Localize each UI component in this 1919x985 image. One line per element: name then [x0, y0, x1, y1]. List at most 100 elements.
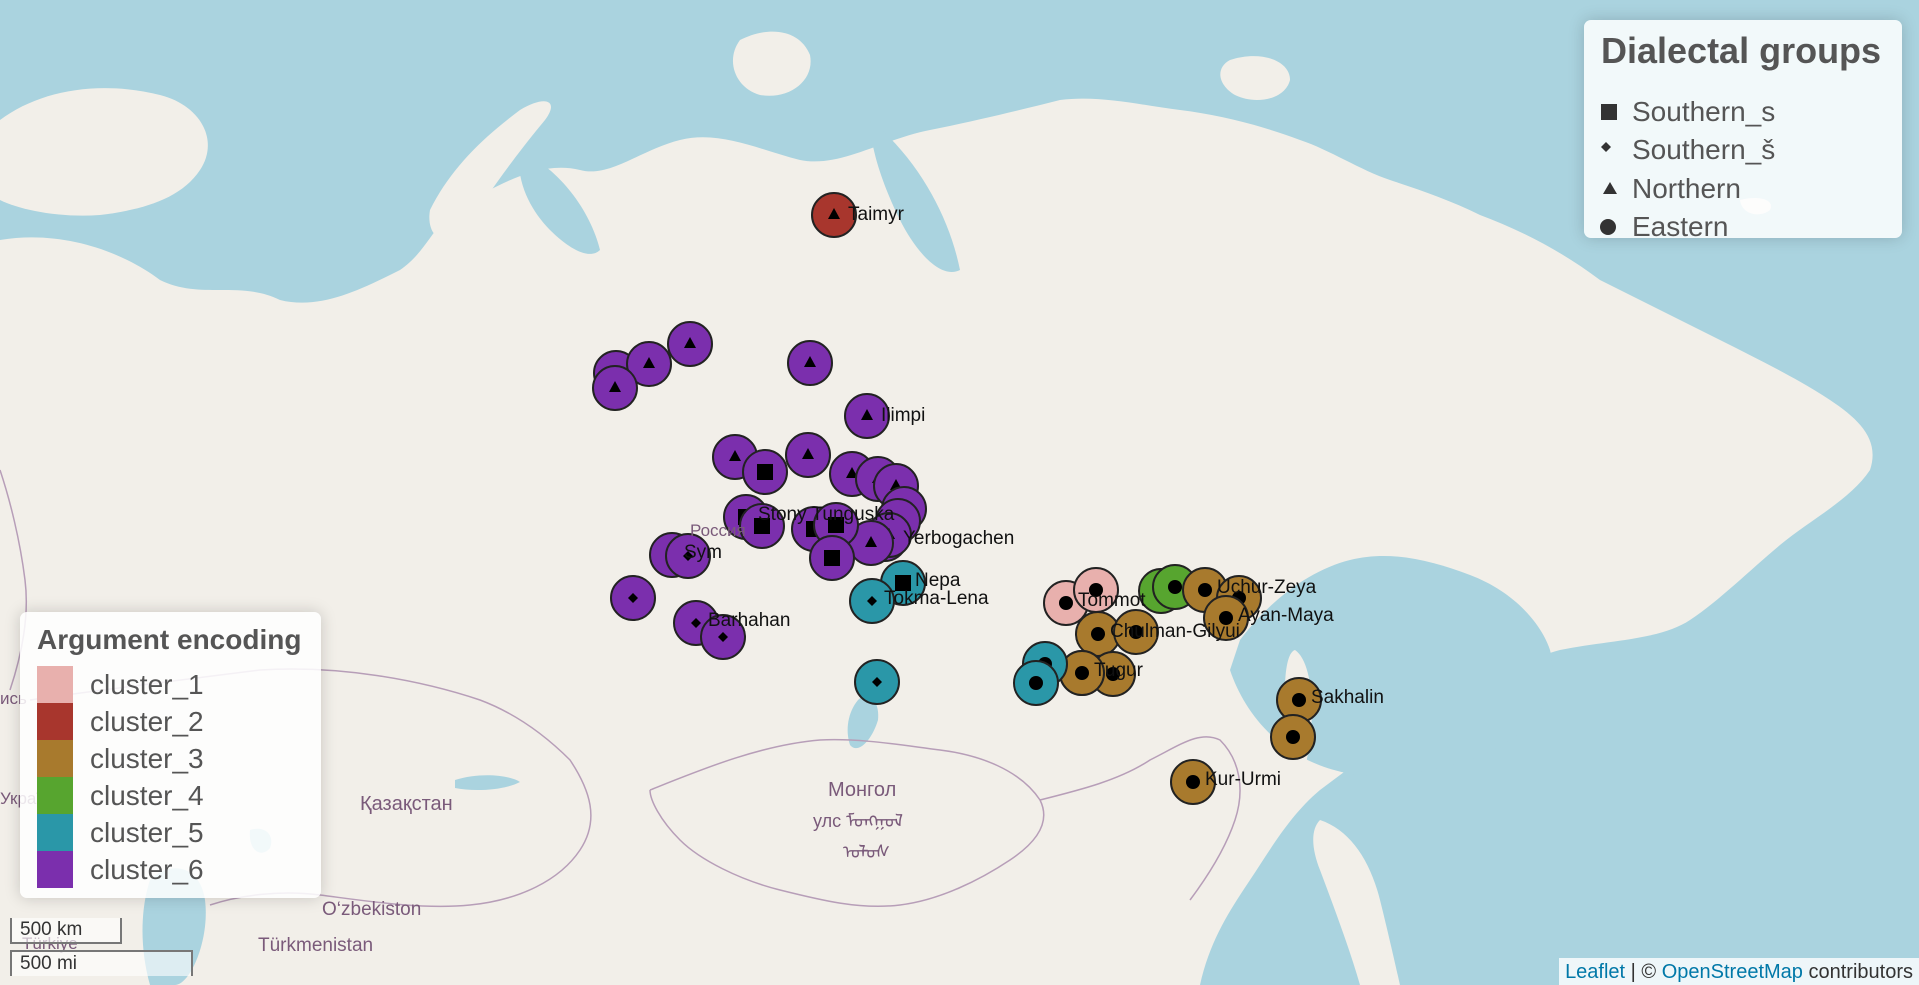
marker-label: Uchur-Zeya	[1217, 577, 1317, 598]
map-marker[interactable]	[854, 659, 900, 705]
marker-label: Nepa	[915, 570, 961, 591]
border-cn	[1039, 736, 1241, 901]
legend-encoding-label: cluster_5	[90, 816, 204, 848]
map-marker[interactable]	[1013, 660, 1059, 706]
map-marker[interactable]	[700, 614, 746, 660]
triangle-icon	[643, 357, 655, 368]
map-marker[interactable]	[739, 503, 785, 549]
circle-icon	[1091, 627, 1105, 641]
legend-groups-label: Southern_s	[1632, 96, 1776, 127]
border-mn	[649, 738, 1045, 908]
map-marker[interactable]	[813, 502, 859, 548]
legend-groups-item: Eastern	[1600, 209, 1729, 245]
legend-swatch	[37, 703, 73, 740]
square-icon	[824, 550, 840, 566]
map-marker[interactable]	[848, 520, 894, 566]
legend-encoding-title: Argument encoding	[37, 624, 302, 655]
diamond-icon	[872, 677, 882, 687]
circle-icon	[1198, 583, 1212, 597]
legend-swatch	[37, 666, 73, 703]
legend-encoding-item: cluster_1	[37, 666, 204, 703]
legend-encoding-item: cluster_6	[37, 851, 204, 888]
marker-label: Chulman-Gilyui	[1110, 621, 1240, 642]
circle-icon	[1029, 676, 1043, 690]
legend-encoding-item: cluster_3	[37, 740, 204, 777]
place-label-turkmenistan: Türkmenistan	[258, 935, 374, 956]
sea-kara	[519, 150, 600, 254]
map-marker[interactable]	[1075, 611, 1121, 657]
legend-argument-encoding: Argument encoding cluster_1 cluster_2 cl…	[20, 612, 321, 898]
circle-icon	[1219, 611, 1233, 625]
legend-swatch	[37, 851, 73, 888]
marker-label: Ilimpi	[881, 405, 926, 426]
scale-bar-mi: 500 mi	[10, 950, 193, 976]
square-icon	[754, 518, 770, 534]
lake-balkhash	[455, 775, 520, 790]
legend-swatch	[37, 814, 73, 851]
triangle-icon	[828, 208, 840, 219]
legend-encoding-label: cluster_6	[90, 853, 204, 885]
map-marker[interactable]	[787, 340, 833, 386]
legend-encoding-item: cluster_5	[37, 814, 204, 851]
place-label-uzbekistan: O‘zbekiston	[322, 899, 422, 920]
map-marker[interactable]	[1203, 595, 1249, 641]
map-marker[interactable]	[1276, 677, 1322, 723]
circle-icon	[1089, 583, 1103, 597]
map-marker[interactable]	[1113, 609, 1159, 655]
map-marker[interactable]	[626, 341, 672, 387]
osm-link[interactable]: OpenStreetMap	[1661, 961, 1803, 983]
marker-label: Sym	[684, 542, 722, 563]
marker-label: Stony Tunguska	[758, 504, 895, 525]
map-marker[interactable]	[785, 432, 831, 478]
leaflet-link[interactable]: Leaflet	[1565, 961, 1626, 983]
lake-baikal	[847, 696, 879, 749]
place-label-mongolia: Монгол	[828, 779, 897, 801]
map-marker[interactable]	[849, 578, 895, 624]
map-marker[interactable]	[844, 393, 890, 439]
island-novaya-zemlya	[429, 101, 551, 241]
legend-encoding-label: cluster_2	[90, 705, 204, 737]
map-marker[interactable]	[1170, 759, 1216, 805]
legend-swatch	[37, 740, 73, 777]
square-icon	[1600, 103, 1632, 121]
triangle-icon	[804, 356, 816, 367]
legend-groups-item: Southern_š	[1600, 132, 1775, 168]
legend-groups-item: Southern_s	[1600, 94, 1775, 130]
diamond-icon	[718, 632, 728, 642]
map-marker[interactable]	[610, 575, 656, 621]
land-scandinavia	[0, 88, 208, 216]
marker-label: Tugur	[1094, 660, 1143, 681]
map-marker[interactable]	[742, 449, 788, 495]
map-marker[interactable]	[665, 533, 711, 579]
marker-label: Tommot	[1078, 590, 1146, 611]
attribution-sep: | ©	[1625, 961, 1662, 983]
map-marker[interactable]	[1270, 714, 1316, 760]
legend-groups-title: Dialectal groups	[1601, 30, 1882, 71]
diamond-icon	[867, 596, 877, 606]
legend-swatch	[37, 777, 73, 814]
circle-icon	[1168, 580, 1182, 594]
marker-label: Ayan-Maya	[1238, 605, 1334, 626]
marker-label: Tokma-Lena	[884, 588, 989, 609]
diamond-icon	[683, 551, 693, 561]
diamond-icon	[628, 593, 638, 603]
legend-encoding-label: cluster_1	[90, 668, 204, 700]
marker-label: Sakhalin	[1311, 687, 1384, 708]
map-marker[interactable]	[809, 535, 855, 581]
border-west	[0, 469, 28, 691]
circle-icon	[1292, 693, 1306, 707]
circle-icon	[1129, 625, 1143, 639]
map-marker[interactable]	[811, 192, 857, 238]
legend-encoding-item: cluster_2	[37, 703, 204, 740]
legend-encoding-label: cluster_4	[90, 779, 204, 811]
square-icon	[828, 517, 844, 533]
circle-icon	[1600, 218, 1632, 236]
island-newsiberian	[1220, 56, 1290, 100]
map-marker[interactable]	[1073, 567, 1119, 613]
attribution-suffix: contributors	[1802, 961, 1913, 983]
map-marker[interactable]	[667, 321, 713, 367]
marker-label: Barhahan	[708, 610, 791, 631]
map-marker[interactable]	[592, 365, 638, 411]
legend-groups-label: Northern	[1632, 173, 1741, 204]
